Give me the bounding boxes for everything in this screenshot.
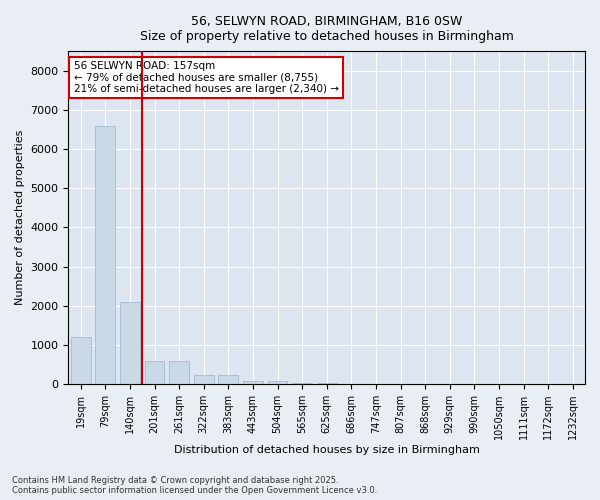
X-axis label: Distribution of detached houses by size in Birmingham: Distribution of detached houses by size …: [174, 445, 479, 455]
Bar: [194, 375, 214, 384]
Y-axis label: Number of detached properties: Number of detached properties: [15, 130, 25, 306]
Bar: [268, 380, 287, 384]
Bar: [145, 362, 164, 384]
Bar: [292, 382, 312, 384]
Bar: [169, 362, 189, 384]
Bar: [120, 302, 140, 384]
Text: Contains HM Land Registry data © Crown copyright and database right 2025.
Contai: Contains HM Land Registry data © Crown c…: [12, 476, 377, 495]
Bar: [71, 337, 91, 384]
Title: 56, SELWYN ROAD, BIRMINGHAM, B16 0SW
Size of property relative to detached house: 56, SELWYN ROAD, BIRMINGHAM, B16 0SW Siz…: [140, 15, 514, 43]
Bar: [243, 380, 263, 384]
Bar: [218, 375, 238, 384]
Bar: [95, 126, 115, 384]
Text: 56 SELWYN ROAD: 157sqm
← 79% of detached houses are smaller (8,755)
21% of semi-: 56 SELWYN ROAD: 157sqm ← 79% of detached…: [74, 61, 338, 94]
